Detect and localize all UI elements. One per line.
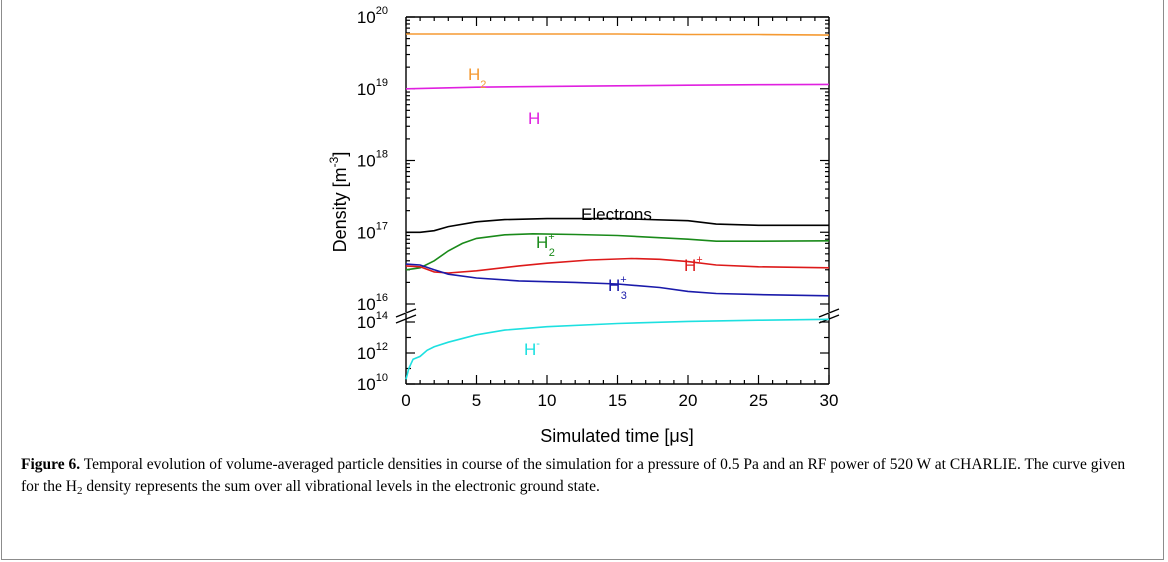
x-tick-label: 10 — [538, 391, 557, 410]
y-tick-label-exponent: 19 — [376, 77, 388, 89]
series-line-h- — [405, 257, 830, 274]
y-tick-label-base: 10 — [357, 375, 376, 394]
series-label-superscript: + — [548, 231, 554, 243]
caption-text-2: density represents the sum over all vibr… — [82, 478, 600, 495]
x-tick-label: 0 — [401, 391, 410, 410]
figure-caption: Figure 6. Temporal evolution of volume-a… — [21, 454, 1146, 498]
series-line-h — [405, 83, 830, 90]
y-tick-label: 1020 — [357, 5, 388, 27]
series-line-h2- — [405, 232, 830, 271]
y-tick-label-exponent: 12 — [376, 341, 388, 353]
svg-text:Density [m-3]: Density [m-3] — [327, 152, 350, 253]
y-tick-label-base: 10 — [357, 313, 376, 332]
series-label-base: H — [684, 256, 696, 275]
x-axis-label: Simulated time [μs] — [540, 426, 693, 446]
y-tick-label-base: 10 — [357, 80, 376, 99]
series-label-electrons: Electrons — [581, 205, 652, 224]
x-tick-label: 15 — [608, 391, 627, 410]
series-line-h- — [405, 318, 830, 380]
caption-label: Figure 6. — [21, 456, 81, 473]
y-tick-label: 1016 — [357, 292, 388, 314]
plot-axes — [395, 16, 840, 385]
y-tick-label-base: 10 — [357, 152, 376, 171]
series-label-h-: H- — [524, 338, 540, 359]
series-label-h3-: H+ 3 — [608, 274, 627, 302]
y-tick-label: 1014 — [357, 310, 388, 332]
series-label-base: H — [536, 233, 548, 252]
series-label-superscript: + — [696, 254, 702, 266]
series-line-h2 — [406, 33, 830, 36]
y-axis-label-close: ] — [330, 152, 350, 157]
series-label-h2: H2 — [468, 65, 486, 91]
series-line-electrons — [406, 217, 829, 234]
series-label-base: H — [528, 109, 540, 128]
y-tick-label-exponent: 20 — [376, 5, 388, 17]
caption-text-1: Temporal evolution of volume-averaged pa… — [21, 456, 1126, 495]
axis-ticks — [405, 16, 830, 385]
y-tick-label: 1018 — [357, 149, 388, 171]
y-tick-label-base: 10 — [357, 223, 376, 242]
y-tick-label: 1012 — [357, 341, 388, 363]
series-label-h2-: H+ 2 — [536, 231, 555, 259]
y-tick-label-base: 10 — [357, 8, 376, 27]
series-label-base: H — [468, 65, 480, 84]
density-curves — [405, 33, 830, 380]
y-axis-label: Density [m-3] — [327, 152, 350, 253]
y-tick-label: 1010 — [357, 372, 388, 394]
series-label-superscript: - — [536, 338, 540, 350]
x-tick-label: 20 — [679, 391, 698, 410]
y-tick-label: 1019 — [357, 77, 388, 99]
series-label-base: H — [608, 276, 620, 295]
series-label-h-: H+ — [684, 254, 703, 275]
series-label-subscript: 2 — [549, 247, 555, 259]
y-tick-label-exponent: 17 — [376, 220, 388, 232]
series-label-superscript: + — [620, 274, 626, 286]
y-tick-label-exponent: 18 — [376, 149, 388, 161]
caption-subscript: 2 — [76, 485, 83, 497]
x-tick-label: 30 — [820, 391, 839, 410]
series-label-base: Electrons — [581, 205, 652, 224]
series-label-subscript: 3 — [621, 290, 627, 302]
x-tick-label: 5 — [472, 391, 481, 410]
y-axis-label-text: Density [m — [330, 167, 350, 252]
axis-break-left-lower — [395, 314, 417, 324]
axis-break-left-upper — [395, 308, 417, 318]
x-tick-labels: 0 5 10 15 20 25 30 — [401, 391, 838, 410]
x-tick-label: 25 — [749, 391, 768, 410]
y-axis-label-exponent: -3 — [327, 156, 341, 167]
series-line-h3- — [405, 263, 830, 297]
y-tick-label-base: 10 — [357, 344, 376, 363]
y-tick-label-exponent: 14 — [376, 310, 388, 322]
axis-break-right-upper — [818, 308, 840, 318]
series-label-h: H — [528, 109, 540, 128]
y-tick-label-exponent: 10 — [376, 372, 388, 384]
y-tick-label-base: 10 — [357, 295, 376, 314]
series-label-base: H — [524, 340, 536, 359]
series-label-subscript: 2 — [480, 79, 486, 91]
y-tick-label-exponent: 16 — [376, 292, 388, 304]
y-tick-label: 1017 — [357, 220, 388, 242]
